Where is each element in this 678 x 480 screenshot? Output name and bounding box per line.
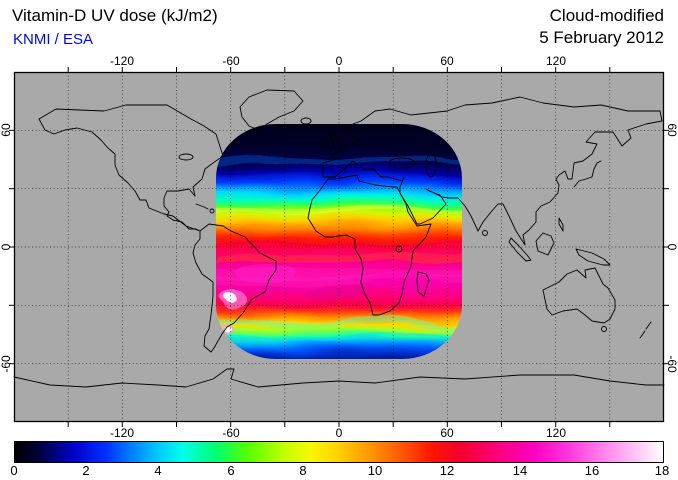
mode-label: Cloud-modified (549, 6, 664, 25)
lon-tick-label-top: -60 (222, 54, 240, 68)
coastline-greenland (239, 89, 304, 131)
lon-tick-label-top: -120 (109, 54, 135, 68)
colorbar-tick-label: 0 (10, 463, 18, 478)
coastline-ireland (321, 140, 329, 148)
colorbar (14, 441, 664, 463)
lon-tick-label-top: 0 (335, 54, 343, 68)
coastline-north-america (38, 104, 224, 232)
black-sea (388, 157, 416, 169)
coastline-new-guinea (575, 248, 611, 266)
colorbar-tick-label: 12 (439, 463, 455, 478)
page-title: Vitamin-D UV dose (kJ/m2) (12, 6, 218, 25)
lon-tick-label-bottom: -60 (222, 426, 240, 440)
coastline-uk (329, 133, 342, 151)
coastline-australia (542, 267, 616, 324)
colorbar-tick-label: 10 (367, 463, 383, 478)
coastline-borneo (535, 232, 555, 256)
coastline-tasmania (601, 326, 607, 332)
coastline-eurasia (322, 96, 663, 246)
world-map-figure (9, 67, 669, 427)
coastline-new-zealand (639, 321, 652, 339)
coastline-iceland (300, 117, 312, 125)
coastline-hispaniola (209, 208, 215, 214)
lon-tick-label-top: 120 (545, 54, 567, 68)
coastline-south-america (192, 223, 277, 353)
colorbar-tick-label: 2 (82, 463, 90, 478)
map-frame (13, 71, 665, 423)
colorbar-tick-label: 14 (512, 463, 528, 478)
lon-tick-label-bottom: -120 (109, 426, 135, 440)
coastlines (13, 89, 665, 388)
colorbar-tick-label: 16 (584, 463, 600, 478)
lake-victoria (395, 245, 403, 253)
caspian-sea (425, 152, 437, 178)
graticule (14, 72, 664, 422)
data-source-label: KNMI / ESA (13, 31, 94, 48)
colorbar-tick-label: 8 (299, 463, 307, 478)
coastline-sri-lanka (482, 230, 488, 236)
coastline-philippines (558, 217, 564, 232)
colorbar-tick-label: 18 (654, 463, 670, 478)
coastline-africa (307, 174, 432, 316)
lon-tick-label-bottom: 120 (545, 426, 567, 440)
coastline-cuba (195, 203, 209, 210)
coastline-sumatra (508, 237, 532, 262)
lon-tick-label-bottom: 0 (335, 426, 343, 440)
colorbar-tick-label: 6 (227, 463, 235, 478)
lon-tick-label-bottom: 60 (440, 426, 454, 440)
coastline-japan (573, 160, 602, 188)
coastline-madagascar (416, 271, 430, 297)
lon-tick-label-top: 60 (440, 54, 454, 68)
colorbar-tick-label: 4 (154, 463, 162, 478)
great-lakes (178, 153, 194, 161)
date-label: 5 February 2012 (539, 28, 664, 47)
axis-ticks (9, 67, 669, 427)
